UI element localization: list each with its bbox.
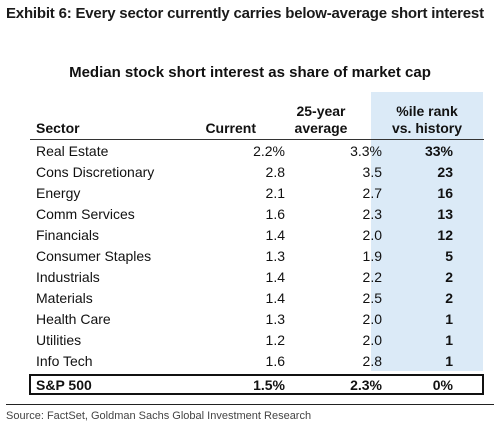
rank-value: 13 <box>437 206 453 222</box>
current-value: 2.1 <box>265 185 285 201</box>
total-rank-value: 0% <box>432 377 453 393</box>
average-value: 2.7 <box>362 185 382 201</box>
table-title: Median stock short interest as share of … <box>69 64 431 81</box>
rank-value: 1 <box>445 353 453 369</box>
sector-name: Financials <box>36 227 100 243</box>
rank-value: 1 <box>445 332 453 348</box>
average-value: 3.5 <box>362 164 382 180</box>
table-row: Cons Discretionary 2.8 3.5 23 <box>30 162 484 183</box>
average-value: 2.0 <box>362 332 382 348</box>
sector-name: Real Estate <box>36 143 109 159</box>
rank-column-highlight <box>371 92 483 371</box>
average-value: 2.0 <box>362 311 382 327</box>
current-value: 1.4 <box>265 227 285 243</box>
average-value: 2.8 <box>362 353 382 369</box>
rank-value: 1 <box>445 311 453 327</box>
sector-name: Cons Discretionary <box>36 164 155 180</box>
avg-header-line2: average <box>294 120 348 136</box>
total-average-value: 2.3% <box>350 377 382 393</box>
sector-name: Energy <box>36 185 81 201</box>
table-row: Consumer Staples 1.3 1.9 5 <box>30 246 484 267</box>
average-value: 2.0 <box>362 227 382 243</box>
sp500-total-row: S&P 500 1.5% 2.3% 0% <box>29 374 484 395</box>
rank-header-line1: %ile rank <box>396 103 458 119</box>
table-row: Materials 1.4 2.5 2 <box>30 288 484 309</box>
current-value: 1.4 <box>265 269 285 285</box>
rank-value: 33% <box>424 143 453 159</box>
table-row: Comm Services 1.6 2.3 13 <box>30 204 484 225</box>
avg-header-line1: 25-year <box>296 103 346 119</box>
table-row: Info Tech 1.6 2.8 1 <box>30 351 484 372</box>
current-header: Current <box>205 120 256 136</box>
current-value: 1.4 <box>265 290 285 306</box>
rank-value: 5 <box>445 248 453 264</box>
table-row: Health Care 1.3 2.0 1 <box>30 309 484 330</box>
average-value: 2.3 <box>362 206 382 222</box>
table-row: Utilities 1.2 2.0 1 <box>30 330 484 351</box>
total-current-value: 1.5% <box>253 377 285 393</box>
average-value: 2.2 <box>362 269 382 285</box>
current-value: 1.3 <box>265 311 285 327</box>
table-row: Financials 1.4 2.0 12 <box>30 225 484 246</box>
rank-value: 2 <box>445 290 453 306</box>
current-value: 2.2% <box>253 143 285 159</box>
current-value: 1.6 <box>265 206 285 222</box>
total-sector-name: S&P 500 <box>36 377 92 393</box>
sector-header: Sector <box>36 120 80 136</box>
table-row: Real Estate 2.2% 3.3% 33% <box>30 141 484 162</box>
average-value: 1.9 <box>362 248 382 264</box>
sector-name: Materials <box>36 290 93 306</box>
sector-name: Industrials <box>36 269 100 285</box>
table-row: Industrials 1.4 2.2 2 <box>30 267 484 288</box>
average-value: 3.3% <box>350 143 382 159</box>
source-note: Source: FactSet, Goldman Sachs Global In… <box>6 410 312 422</box>
header-divider <box>30 139 484 140</box>
source-divider <box>6 404 494 405</box>
sector-name: Comm Services <box>36 206 135 222</box>
current-value: 1.6 <box>265 353 285 369</box>
sector-name: Info Tech <box>36 353 93 369</box>
rank-header-line2: vs. history <box>391 120 463 136</box>
sector-name: Health Care <box>36 311 111 327</box>
rank-value: 2 <box>445 269 453 285</box>
sector-name: Utilities <box>36 332 82 348</box>
rank-value: 16 <box>437 185 453 201</box>
exhibit-title: Exhibit 6: Every sector currently carrie… <box>6 5 484 22</box>
current-value: 1.3 <box>265 248 285 264</box>
current-value: 2.8 <box>265 164 285 180</box>
sector-name: Consumer Staples <box>36 248 152 264</box>
rank-value: 12 <box>437 227 453 243</box>
current-value: 1.2 <box>265 332 285 348</box>
average-value: 2.5 <box>362 290 382 306</box>
rank-value: 23 <box>437 164 453 180</box>
table-row: Energy 2.1 2.7 16 <box>30 183 484 204</box>
